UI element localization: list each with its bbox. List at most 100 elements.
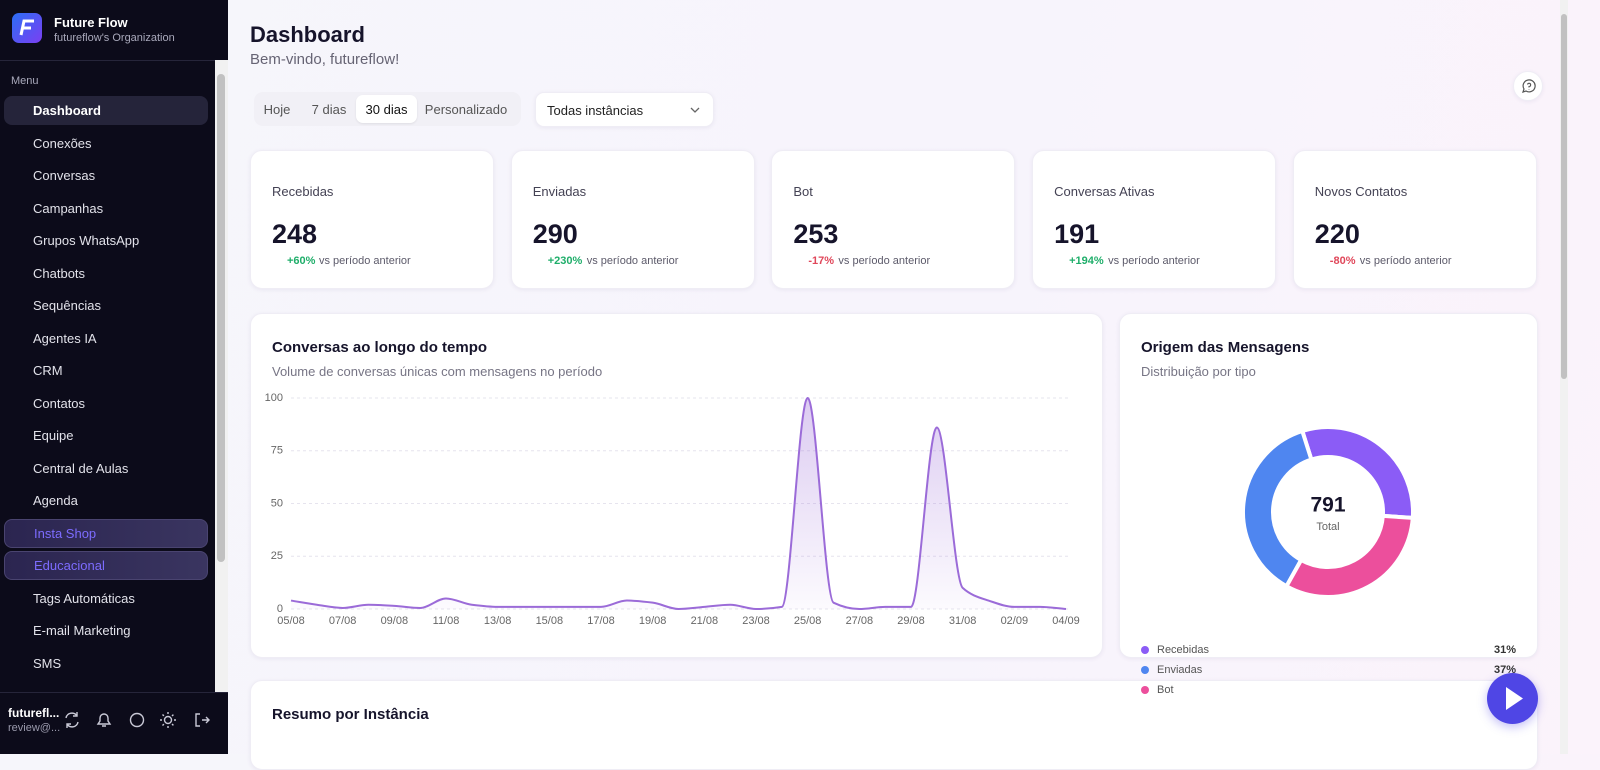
- y-tick-label: 75: [271, 445, 283, 457]
- stat-label: Bot: [793, 184, 813, 199]
- menu-item[interactable]: Insta Shop: [4, 518, 208, 548]
- x-tick-label: 23/08: [742, 615, 770, 627]
- stat-value: 191: [1054, 219, 1100, 249]
- x-tick-label: 19/08: [639, 615, 667, 627]
- stat-note: vs período anterior: [586, 255, 679, 267]
- stat-card: Conversas Ativas 191 +194% vs período anter…: [1032, 150, 1277, 289]
- x-tick-label: 07/08: [329, 615, 357, 627]
- x-tick-label: 29/08: [897, 615, 925, 627]
- stat-value: 290: [532, 219, 578, 249]
- stat-label: Novos Contatos: [1314, 184, 1408, 199]
- stat-note: vs período anterior: [319, 255, 411, 267]
- logo: [12, 13, 42, 43]
- y-tick-label: 100: [265, 392, 283, 404]
- menu-label: Agentes IA: [33, 330, 97, 346]
- select-value: Todas instâncias: [547, 103, 644, 118]
- y-tick-label: 0: [277, 603, 283, 615]
- y-tick-label: 25: [271, 550, 283, 562]
- scrollbar-thumb[interactable]: [217, 74, 225, 562]
- logo-mark: [19, 19, 34, 36]
- menu-label: Sequências: [33, 298, 101, 313]
- page-scrollbar-thumb[interactable]: [1561, 14, 1567, 379]
- stat-note: vs período anterior: [838, 255, 931, 267]
- stat-change: -80%: [1329, 255, 1356, 267]
- user-bar: futurefl... review@...: [0, 692, 228, 754]
- donut-center-value: 791: [1310, 494, 1345, 517]
- page-title: Dashboard: [250, 22, 365, 47]
- x-tick-label: 25/08: [794, 615, 822, 627]
- brand: Future Flow: [54, 15, 128, 30]
- stat-label: Enviadas: [532, 184, 587, 199]
- period-tab[interactable]: 7 dias: [311, 101, 347, 117]
- menu-label: SMS: [33, 655, 62, 671]
- legend-label: Recebidas: [1157, 644, 1209, 656]
- menu-item[interactable]: Campanhas: [4, 194, 208, 223]
- period-tab[interactable]: Personalizado: [424, 101, 508, 117]
- menu-label: Insta Shop: [34, 525, 97, 541]
- menu-item[interactable]: Central de Aulas: [4, 454, 208, 483]
- menu-item[interactable]: Educacional: [4, 551, 208, 580]
- x-tick-label: 15/08: [536, 615, 564, 627]
- x-tick-label: 11/08: [433, 615, 460, 627]
- divider: [0, 60, 228, 61]
- profile-icon[interactable]: [129, 712, 145, 728]
- menu-label: Chatbots: [33, 265, 86, 281]
- play-icon: [1506, 687, 1523, 710]
- organization: futureflow's Organization: [54, 32, 175, 44]
- donut-segment: [1283, 513, 1415, 599]
- play-button[interactable]: [1487, 673, 1538, 724]
- chart-subtitle: Distribuição por tipo: [1141, 364, 1256, 379]
- y-tick-label: 50: [271, 497, 283, 509]
- donut-center-label: Total: [1316, 521, 1339, 533]
- menu-item[interactable]: Contatos: [4, 389, 208, 418]
- x-tick-label: 21/08: [691, 615, 719, 627]
- x-tick-label: 09/08: [381, 615, 409, 627]
- menu-item[interactable]: Tags Automáticas: [4, 584, 208, 613]
- menu-item[interactable]: Conexões: [4, 129, 208, 158]
- legend-label: Bot: [1157, 684, 1174, 696]
- help-button[interactable]: [1513, 71, 1543, 101]
- logout-icon[interactable]: [195, 713, 210, 727]
- x-tick-label: 13/08: [484, 615, 512, 627]
- instance-select[interactable]: Todas instâncias: [535, 92, 714, 127]
- menu-label: Grupos WhatsApp: [33, 233, 140, 248]
- menu-item[interactable]: Agenda: [4, 486, 208, 515]
- menu-label: Agenda: [33, 493, 78, 508]
- menu-item[interactable]: Dashboard: [4, 96, 208, 125]
- line-chart: 0 25 50 75 100 05/08 07/08 09/08 11/08 13/08 15/08…: [265, 392, 1080, 627]
- menu-item[interactable]: E-mail Marketing: [4, 616, 208, 645]
- page-subtitle: Bem-vindo, futureflow!: [250, 51, 400, 68]
- stat-value: 220: [1314, 219, 1360, 249]
- sync-icon[interactable]: [65, 712, 79, 728]
- chevron: [690, 107, 700, 113]
- help-icon: [1522, 79, 1536, 93]
- menu-item[interactable]: Chatbots: [4, 259, 208, 288]
- menu-item[interactable]: Agentes IA: [4, 324, 208, 353]
- menu-item[interactable]: Sequências: [4, 291, 208, 320]
- menu-item[interactable]: Equipe: [4, 421, 208, 450]
- menu-item[interactable]: Grupos WhatsApp: [4, 226, 208, 255]
- chart-subtitle: Volume de conversas únicas com mensagens…: [272, 364, 603, 379]
- stat-note: vs período anterior: [1359, 255, 1452, 267]
- menu-label: Conversas: [33, 168, 96, 183]
- legend-label: Enviadas: [1157, 664, 1203, 676]
- period-tab[interactable]: 30 dias: [356, 95, 417, 123]
- stat-card: Bot 253 -17% vs período anterior: [771, 150, 1016, 289]
- period-tab[interactable]: Hoje: [263, 101, 291, 117]
- stat-value: 248: [272, 219, 318, 249]
- menu-item[interactable]: CRM: [4, 356, 208, 385]
- sidebar: Future Flow futureflow's Organization Me…: [0, 0, 228, 754]
- bell-icon[interactable]: [96, 713, 112, 727]
- stat-change: +194%: [1069, 255, 1104, 267]
- stat-card: Recebidas 248 +60% vs período anterior: [250, 150, 494, 289]
- menu-label: Contatos: [33, 395, 86, 411]
- stat-card: Novos Contatos 220 -80% vs período anterior: [1292, 150, 1537, 289]
- menu-label: E-mail Marketing: [33, 623, 131, 638]
- menu-item[interactable]: SMS: [4, 649, 208, 678]
- stat-change: +230%: [547, 255, 583, 267]
- menu-item[interactable]: Conversas: [4, 161, 208, 190]
- donut-chart-card: Origem das Mensagens Distribuição por ti…: [1119, 313, 1538, 696]
- theme-icon[interactable]: [163, 715, 173, 725]
- chart-title: Conversas ao longo do tempo: [272, 339, 488, 356]
